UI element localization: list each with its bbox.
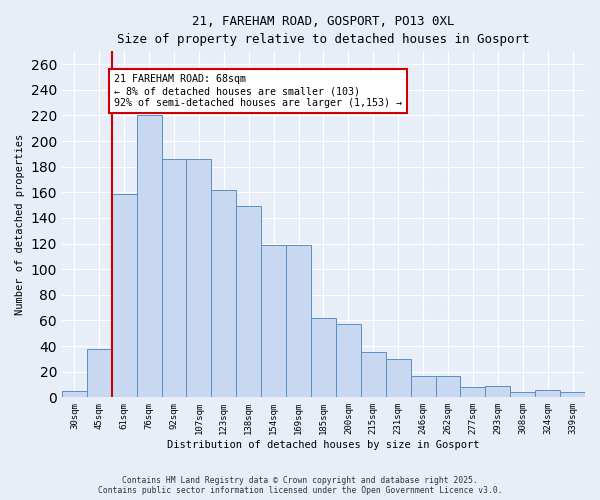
Text: Contains HM Land Registry data © Crown copyright and database right 2025.
Contai: Contains HM Land Registry data © Crown c… xyxy=(98,476,502,495)
Bar xyxy=(460,387,485,398)
Bar xyxy=(62,391,87,398)
Bar xyxy=(485,386,510,398)
Title: 21, FAREHAM ROAD, GOSPORT, PO13 0XL
Size of property relative to detached houses: 21, FAREHAM ROAD, GOSPORT, PO13 0XL Size… xyxy=(117,15,530,46)
Bar xyxy=(87,348,112,398)
X-axis label: Distribution of detached houses by size in Gosport: Distribution of detached houses by size … xyxy=(167,440,480,450)
Bar xyxy=(436,376,460,398)
Bar xyxy=(286,245,311,398)
Y-axis label: Number of detached properties: Number of detached properties xyxy=(15,134,25,315)
Bar xyxy=(311,318,336,398)
Bar xyxy=(161,159,187,398)
Bar xyxy=(535,390,560,398)
Bar xyxy=(510,392,535,398)
Bar xyxy=(211,190,236,398)
Bar xyxy=(386,359,410,398)
Bar xyxy=(410,376,436,398)
Text: 21 FAREHAM ROAD: 68sqm
← 8% of detached houses are smaller (103)
92% of semi-det: 21 FAREHAM ROAD: 68sqm ← 8% of detached … xyxy=(114,74,402,108)
Bar xyxy=(112,194,137,398)
Bar xyxy=(361,352,386,398)
Bar xyxy=(187,159,211,398)
Bar xyxy=(336,324,361,398)
Bar xyxy=(560,392,585,398)
Bar xyxy=(261,245,286,398)
Bar xyxy=(137,116,161,398)
Bar xyxy=(236,206,261,398)
